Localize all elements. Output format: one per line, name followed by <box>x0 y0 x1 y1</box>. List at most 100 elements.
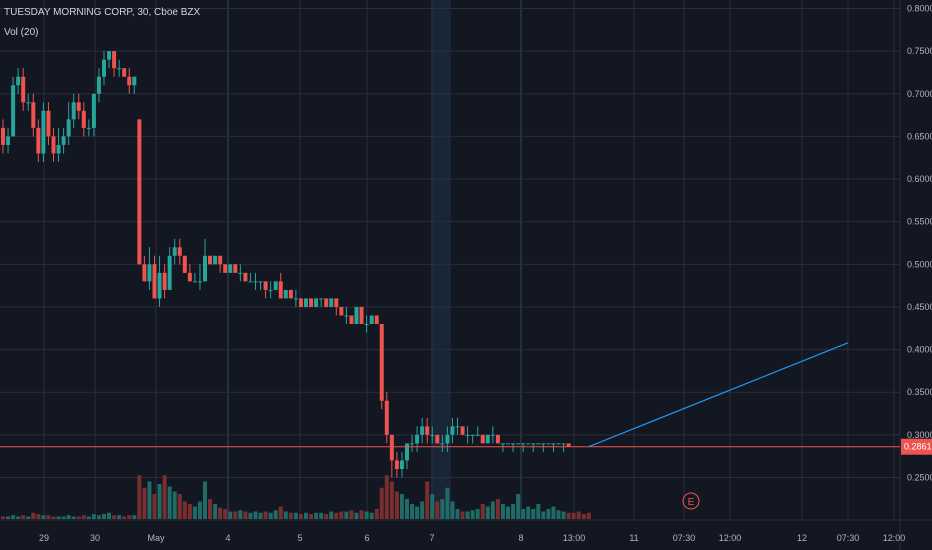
volume-bar <box>324 514 329 519</box>
volume-bar <box>1 516 5 519</box>
x-tick-label: 7 <box>429 533 434 543</box>
candle-body <box>21 76 26 103</box>
candle-body <box>334 298 339 307</box>
volume-bar <box>278 506 283 519</box>
y-tick-label: 0.2500 <box>907 473 932 483</box>
candle-body <box>314 298 319 307</box>
candle-body <box>450 426 455 435</box>
volume-bar <box>11 515 16 519</box>
volume-bar <box>576 511 581 519</box>
candle-body <box>91 93 96 128</box>
volume-bar <box>41 515 46 519</box>
candle-body <box>26 102 31 104</box>
candle-body <box>374 315 379 325</box>
volume-bar <box>167 486 172 519</box>
candle-body <box>102 59 106 77</box>
volume-bar <box>480 504 485 519</box>
candle-body <box>81 110 86 128</box>
x-tick-label: 07:30 <box>837 533 860 543</box>
volume-bar <box>81 515 86 519</box>
volume-bar <box>157 484 162 519</box>
candle-body <box>379 324 384 401</box>
price-axis[interactable]: 0.8000 0.7500 0.7000 0.6500 0.6000 0.5500 0.50… <box>901 4 932 483</box>
candle-body <box>233 264 238 273</box>
candle-body <box>51 136 56 154</box>
current-price-label: 0.2861 <box>904 442 932 452</box>
candle-body <box>66 119 71 137</box>
volume-bar <box>384 475 389 519</box>
candle-body <box>107 51 112 60</box>
candle-body <box>415 434 420 444</box>
volume-bar <box>102 514 106 519</box>
y-tick-label: 0.7500 <box>907 46 932 56</box>
volume-bar <box>440 499 445 519</box>
candle-body <box>516 443 521 445</box>
y-tick-label: 0.3000 <box>907 430 932 440</box>
candle-body <box>167 255 172 290</box>
volume-bar <box>248 512 253 519</box>
volume-bar <box>96 515 101 519</box>
candle-body <box>11 85 16 137</box>
volume-bar <box>122 516 127 519</box>
candle-body <box>420 426 425 435</box>
volume-bar <box>258 512 263 519</box>
volume-bar <box>495 499 500 519</box>
volume-bar <box>465 511 470 519</box>
candle-body <box>187 272 192 282</box>
candle-body <box>384 400 389 435</box>
volume-bar <box>551 506 556 519</box>
candle-body <box>445 434 450 444</box>
candle-body <box>132 76 137 86</box>
volume-bar <box>91 514 96 519</box>
candle-body <box>344 315 349 317</box>
y-tick-label: 0.6000 <box>907 174 932 184</box>
x-tick-label: 12:00 <box>883 533 906 543</box>
candle-body <box>213 255 218 265</box>
candle-body <box>203 255 207 282</box>
volume-bar <box>586 512 591 519</box>
candle-body <box>475 434 480 436</box>
candle-body <box>122 68 127 77</box>
volume-bar <box>36 514 41 519</box>
volume-bar <box>228 511 233 519</box>
candle-body <box>324 298 329 307</box>
volume-bar <box>142 487 147 519</box>
candle-body <box>31 102 36 128</box>
volume-bar <box>16 516 21 519</box>
volume-indicator-label[interactable]: Vol (20) <box>4 27 39 38</box>
candle-body <box>147 264 152 282</box>
candlesticks <box>1 51 571 478</box>
candle-body <box>192 281 197 283</box>
volume-bar <box>490 501 495 519</box>
candle-body <box>536 443 541 445</box>
candle-body <box>36 127 41 154</box>
candle-body <box>531 443 536 445</box>
volume-bar <box>51 516 56 519</box>
candle-body <box>394 460 399 469</box>
y-tick-label: 0.3500 <box>907 387 932 397</box>
volume-bar <box>415 506 420 519</box>
volume-bar <box>304 512 308 519</box>
candle-body <box>298 298 303 307</box>
candle-body <box>566 443 571 447</box>
candle-body <box>465 434 470 436</box>
y-tick-label: 0.4000 <box>907 345 932 355</box>
volume-bar <box>31 512 36 519</box>
candle-body <box>16 76 21 86</box>
volume-bar <box>21 515 26 519</box>
candle-body <box>243 272 248 282</box>
time-axis[interactable]: 29 30 May 4 5 6 7 8 13:00 11 07:30 12:00 12 07:30 12:0… <box>39 533 905 543</box>
candle-body <box>399 460 404 469</box>
volume-bar <box>430 494 435 519</box>
candle-body <box>495 434 500 444</box>
volume-bar <box>6 516 11 519</box>
x-tick-label: 6 <box>364 533 369 543</box>
volume-bar <box>86 516 91 519</box>
x-tick-label: 30 <box>90 533 100 543</box>
x-tick-label: 07:30 <box>673 533 696 543</box>
volume-bar <box>71 516 76 519</box>
volume-bar <box>445 487 450 519</box>
